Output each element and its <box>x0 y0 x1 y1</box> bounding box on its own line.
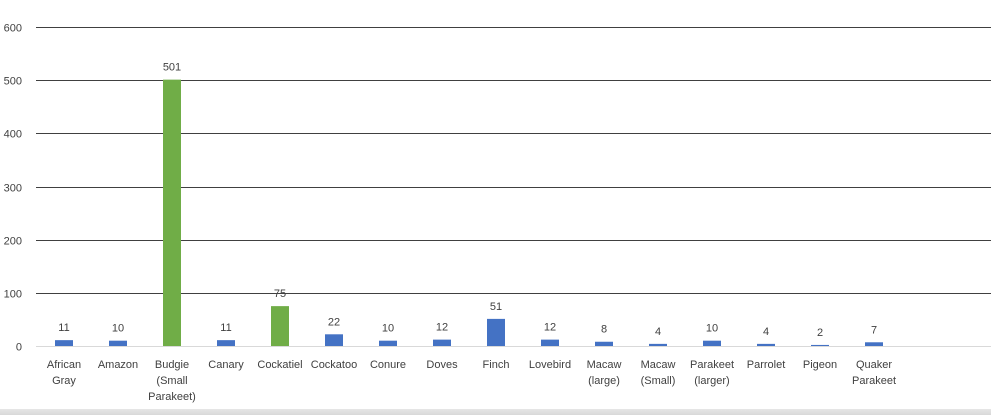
bar <box>217 340 235 346</box>
category-label: Amazon <box>98 359 138 371</box>
bar <box>757 343 775 346</box>
category-label: Budgie (Small Parakeet) <box>148 359 196 403</box>
category-label: Cockatoo <box>311 359 357 371</box>
x-axis-categories: African Gray Amazon Budgie (Small Parakeet) Ca… <box>47 359 896 403</box>
data-label: 11 <box>220 322 231 334</box>
category-label-line: (large) <box>588 375 620 387</box>
category-label: Pigeon <box>803 359 837 371</box>
bar <box>109 340 127 346</box>
y-axis-ticks: 0 100 200 300 400 500 600 <box>4 23 22 354</box>
category-label-line: (Small <box>156 375 187 387</box>
category-label-line: Doves <box>426 359 458 371</box>
category-label: Cockatiel <box>257 359 302 371</box>
bar <box>325 334 343 346</box>
y-tick-label: 100 <box>4 289 22 301</box>
bar <box>541 339 559 346</box>
category-label-line: Conure <box>370 359 406 371</box>
category-label: Conure <box>370 359 406 371</box>
bar <box>487 318 505 346</box>
category-label-line: Lovebird <box>529 359 571 371</box>
category-label-line: Amazon <box>98 359 138 371</box>
category-label: Canary <box>208 359 244 371</box>
bar <box>271 306 289 346</box>
y-tick-label: 600 <box>4 23 22 35</box>
category-label-line: Cockatiel <box>257 359 302 371</box>
data-label: 4 <box>655 326 661 338</box>
y-tick-label: 400 <box>4 129 22 141</box>
category-label-line: Finch <box>483 359 510 371</box>
data-label: 8 <box>601 324 607 336</box>
data-label: 10 <box>706 323 718 335</box>
bar <box>379 340 397 346</box>
category-label: Macaw (large) <box>587 359 622 387</box>
category-label-line: Macaw <box>587 359 622 371</box>
data-label: 12 <box>544 322 556 334</box>
data-label: 75 <box>274 288 286 300</box>
bar <box>163 79 181 346</box>
category-label-line: Canary <box>208 359 244 371</box>
category-label-line: Budgie <box>155 359 189 371</box>
category-label: Doves <box>426 359 458 371</box>
category-label-line: Parakeet) <box>148 391 196 403</box>
bar <box>811 344 829 346</box>
category-label: Quaker Parakeet <box>852 359 896 387</box>
data-label: 2 <box>817 327 823 339</box>
category-label-line: Parakeet <box>690 359 734 371</box>
category-label-line: Cockatoo <box>311 359 357 371</box>
bar <box>595 341 613 346</box>
y-tick-label: 300 <box>4 183 22 195</box>
window-bottom-edge <box>0 409 991 415</box>
category-label-line: Macaw <box>641 359 676 371</box>
category-label: Parrolet <box>747 359 786 371</box>
category-label-line: (larger) <box>694 375 729 387</box>
category-label: Lovebird <box>529 359 571 371</box>
category-label: African Gray <box>47 359 81 387</box>
category-label-line: Pigeon <box>803 359 837 371</box>
category-label-line: Parakeet <box>852 375 896 387</box>
bars <box>55 79 883 346</box>
y-tick-label: 200 <box>4 236 22 248</box>
data-label: 10 <box>112 323 124 335</box>
category-label-line: (Small) <box>641 375 676 387</box>
bar <box>55 340 73 346</box>
category-label-line: African <box>47 359 81 371</box>
data-labels: 11 10 501 11 75 22 10 12 51 12 8 4 10 4 2 7 <box>58 62 877 339</box>
bar <box>865 342 883 346</box>
bar <box>703 340 721 346</box>
data-label: 7 <box>871 324 877 336</box>
category-label: Parakeet (larger) <box>690 359 734 387</box>
category-label: Macaw (Small) <box>641 359 676 387</box>
y-tick-label: 500 <box>4 76 22 88</box>
category-label-line: Parrolet <box>747 359 786 371</box>
gridlines <box>36 27 991 347</box>
data-label: 501 <box>163 62 181 74</box>
category-label-line: Quaker <box>856 359 892 371</box>
data-label: 10 <box>382 323 394 335</box>
data-label: 12 <box>436 322 448 334</box>
category-label-line: Gray <box>52 375 76 387</box>
data-label: 4 <box>763 326 769 338</box>
y-tick-label: 0 <box>16 342 22 354</box>
data-label: 22 <box>328 316 340 328</box>
category-label: Finch <box>483 359 510 371</box>
bar <box>649 343 667 346</box>
bar <box>433 339 451 346</box>
data-label: 51 <box>490 301 502 313</box>
data-label: 11 <box>58 322 69 334</box>
